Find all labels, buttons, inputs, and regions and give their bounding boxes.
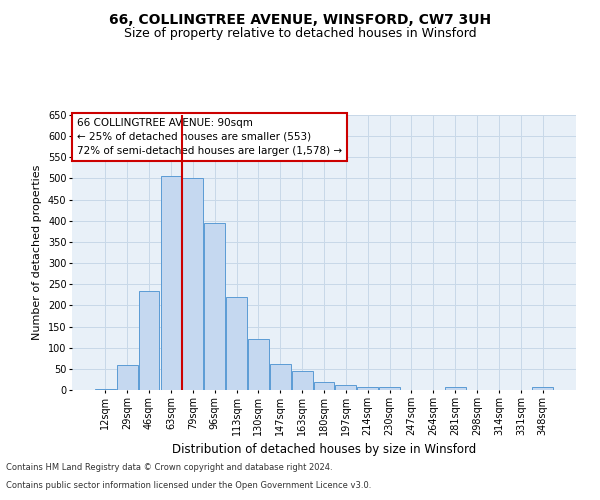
Bar: [248, 339, 269, 390]
Bar: [379, 388, 400, 390]
Text: Contains public sector information licensed under the Open Government Licence v3: Contains public sector information licen…: [6, 481, 371, 490]
Text: Size of property relative to detached houses in Winsford: Size of property relative to detached ho…: [124, 28, 476, 40]
Bar: [117, 366, 137, 390]
Bar: [445, 388, 466, 390]
Bar: [532, 388, 553, 390]
Text: 66, COLLINGTREE AVENUE, WINSFORD, CW7 3UH: 66, COLLINGTREE AVENUE, WINSFORD, CW7 3U…: [109, 12, 491, 26]
Bar: [226, 297, 247, 390]
Bar: [314, 382, 334, 390]
Text: 66 COLLINGTREE AVENUE: 90sqm
← 25% of detached houses are smaller (553)
72% of s: 66 COLLINGTREE AVENUE: 90sqm ← 25% of de…: [77, 118, 342, 156]
Bar: [204, 223, 225, 390]
Bar: [358, 386, 378, 390]
Y-axis label: Number of detached properties: Number of detached properties: [32, 165, 42, 340]
Text: Contains HM Land Registry data © Crown copyright and database right 2024.: Contains HM Land Registry data © Crown c…: [6, 464, 332, 472]
Bar: [182, 178, 203, 390]
Bar: [270, 364, 290, 390]
Bar: [335, 385, 356, 390]
Bar: [95, 389, 116, 390]
Bar: [292, 370, 313, 390]
X-axis label: Distribution of detached houses by size in Winsford: Distribution of detached houses by size …: [172, 444, 476, 456]
Bar: [161, 176, 181, 390]
Bar: [139, 290, 160, 390]
